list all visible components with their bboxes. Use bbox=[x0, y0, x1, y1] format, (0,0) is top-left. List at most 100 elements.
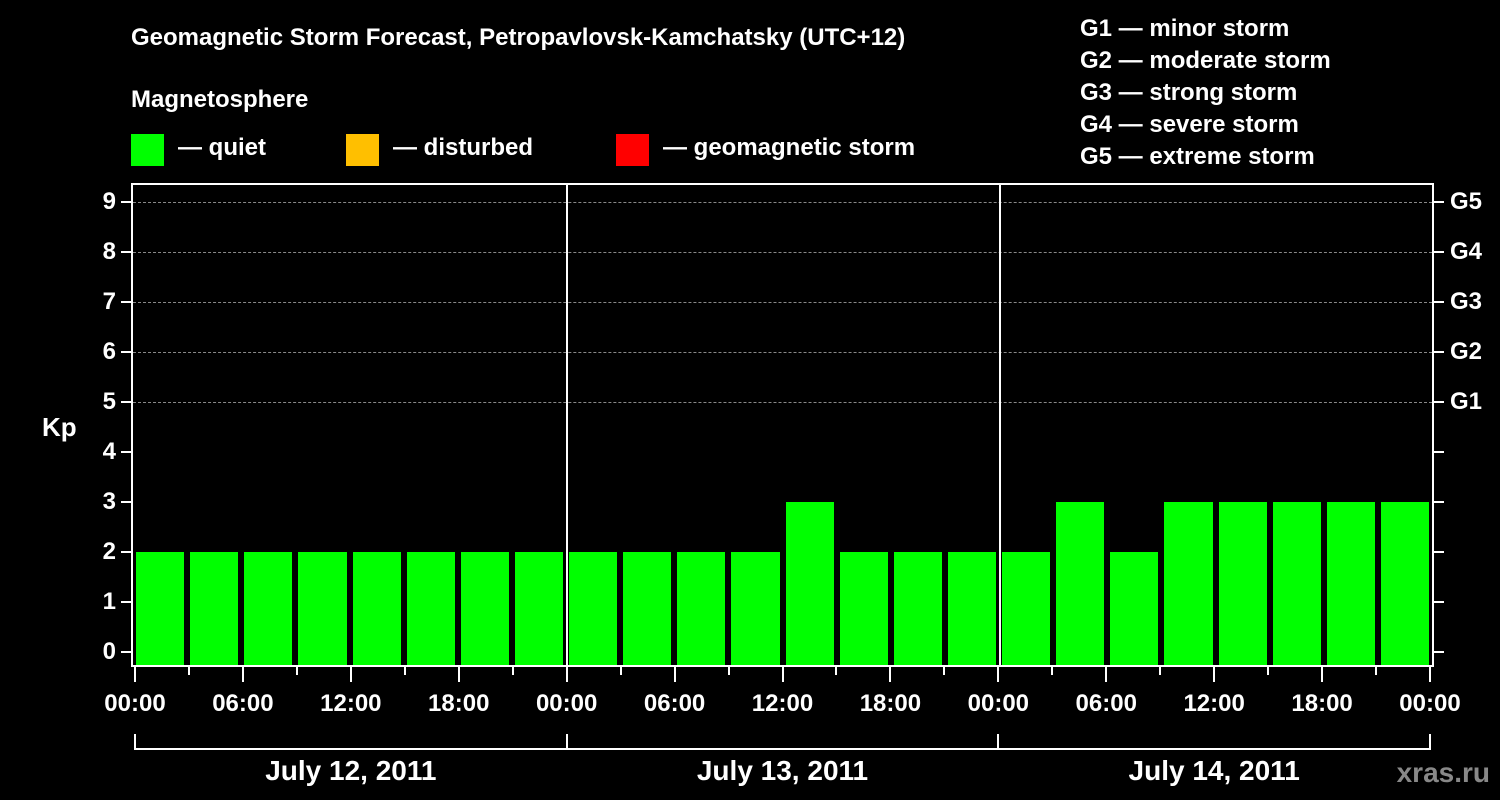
day-separator bbox=[999, 185, 1001, 665]
date-bracket bbox=[134, 748, 1431, 750]
bar bbox=[1380, 502, 1429, 665]
x-tick-major bbox=[997, 667, 1000, 682]
x-tick-major bbox=[1321, 667, 1324, 682]
date-bracket-tick bbox=[997, 734, 1000, 750]
date-bracket-tick bbox=[565, 734, 568, 750]
x-tick-label: 12:00 bbox=[1183, 690, 1245, 717]
x-tick-minor bbox=[619, 667, 622, 675]
y-tick bbox=[121, 201, 131, 203]
gridline bbox=[133, 402, 1432, 403]
y-tick bbox=[121, 351, 131, 353]
y-tick-label: 0 bbox=[102, 638, 116, 665]
y-tick-right bbox=[1434, 251, 1444, 253]
x-tick-label: 18:00 bbox=[859, 690, 922, 717]
x-tick-label: 00:00 bbox=[1399, 690, 1461, 717]
x-tick-minor bbox=[295, 667, 298, 675]
x-tick-major bbox=[565, 667, 568, 682]
plot-area bbox=[131, 183, 1434, 667]
y-tick-right bbox=[1434, 301, 1444, 303]
x-tick-label: 06:00 bbox=[643, 690, 706, 717]
y-tick bbox=[121, 401, 131, 403]
bar bbox=[677, 552, 726, 665]
x-tick-major bbox=[241, 667, 244, 682]
storm-level-g5: G5 — extreme storm bbox=[1080, 143, 1315, 170]
x-tick-label: 12:00 bbox=[751, 690, 814, 717]
legend-title: Magnetosphere bbox=[131, 86, 309, 113]
x-tick-major bbox=[1429, 667, 1431, 682]
legend-label-disturbed: — disturbed bbox=[393, 134, 534, 161]
storm-level-axis-label: G3 bbox=[1450, 288, 1483, 315]
bar bbox=[244, 552, 293, 665]
storm-level-g1: G1 — minor storm bbox=[1080, 15, 1290, 42]
bar bbox=[623, 552, 672, 665]
y-tick-right bbox=[1434, 551, 1444, 553]
x-tick-minor bbox=[403, 667, 406, 675]
y-tick bbox=[121, 601, 131, 603]
x-tick-label: 00:00 bbox=[535, 690, 598, 717]
y-tick bbox=[121, 451, 131, 453]
date-bracket-tick bbox=[134, 734, 136, 750]
gridline bbox=[133, 202, 1432, 203]
gridline bbox=[133, 352, 1432, 353]
date-label: July 14, 2011 bbox=[1128, 755, 1300, 786]
y-tick-label: 3 bbox=[102, 488, 116, 515]
y-axis-label: Kp bbox=[42, 412, 77, 442]
x-tick-label: 06:00 bbox=[1075, 690, 1137, 717]
bar bbox=[406, 552, 455, 665]
bar bbox=[190, 552, 239, 665]
x-tick-major bbox=[889, 667, 892, 682]
x-tick-label: 06:00 bbox=[212, 690, 274, 717]
y-tick-label: 5 bbox=[102, 388, 116, 415]
x-tick-major bbox=[673, 667, 676, 682]
bar bbox=[893, 552, 942, 665]
bar bbox=[352, 552, 401, 665]
x-tick-major bbox=[1105, 667, 1108, 682]
bar bbox=[136, 552, 185, 665]
gridline bbox=[133, 302, 1432, 303]
bar bbox=[1164, 502, 1213, 665]
x-tick-minor bbox=[943, 667, 946, 675]
storm-level-g4: G4 — severe storm bbox=[1080, 111, 1299, 138]
x-tick-minor bbox=[187, 667, 190, 675]
bar bbox=[514, 552, 563, 665]
y-tick bbox=[121, 251, 131, 253]
x-tick-minor bbox=[727, 667, 730, 675]
y-tick bbox=[121, 301, 131, 303]
storm-level-axis-label: G2 bbox=[1450, 338, 1483, 365]
y-tick bbox=[121, 651, 131, 653]
x-tick-major bbox=[781, 667, 784, 682]
bar bbox=[1110, 552, 1159, 665]
legend-label-storm: — geomagnetic storm bbox=[663, 134, 916, 161]
y-tick-label: 9 bbox=[102, 188, 116, 215]
gridline bbox=[133, 252, 1432, 253]
x-tick-label: 00:00 bbox=[967, 690, 1030, 717]
legend-label-quiet: — quiet bbox=[178, 134, 266, 161]
date-bracket-tick bbox=[1429, 734, 1431, 750]
day-separator bbox=[566, 185, 568, 665]
y-tick bbox=[121, 501, 131, 503]
bar bbox=[1326, 502, 1375, 665]
bar bbox=[785, 502, 834, 665]
legend-swatch-quiet bbox=[131, 134, 164, 166]
y-tick-right bbox=[1434, 651, 1444, 653]
x-tick-label: 00:00 bbox=[104, 690, 166, 717]
bar bbox=[1002, 552, 1051, 665]
storm-level-axis-label: G4 bbox=[1450, 238, 1483, 265]
y-tick-right bbox=[1434, 601, 1444, 603]
watermark: xras.ru bbox=[1396, 757, 1490, 788]
y-tick-right bbox=[1434, 351, 1444, 353]
chart-title: Geomagnetic Storm Forecast, Petropavlovs… bbox=[131, 24, 906, 51]
storm-level-g2: G2 — moderate storm bbox=[1080, 47, 1331, 74]
bar bbox=[1272, 502, 1321, 665]
bar bbox=[460, 552, 509, 665]
x-tick-major bbox=[457, 667, 460, 682]
x-tick-minor bbox=[1159, 667, 1162, 675]
x-tick-major bbox=[1213, 667, 1216, 682]
x-tick-label: 12:00 bbox=[320, 690, 382, 717]
x-tick-minor bbox=[1375, 667, 1378, 675]
x-tick-minor bbox=[511, 667, 514, 675]
y-tick-label: 2 bbox=[102, 538, 116, 565]
y-tick-right bbox=[1434, 501, 1444, 503]
storm-level-g3: G3 — strong storm bbox=[1080, 79, 1298, 106]
storm-level-axis-label: G1 bbox=[1450, 388, 1483, 415]
